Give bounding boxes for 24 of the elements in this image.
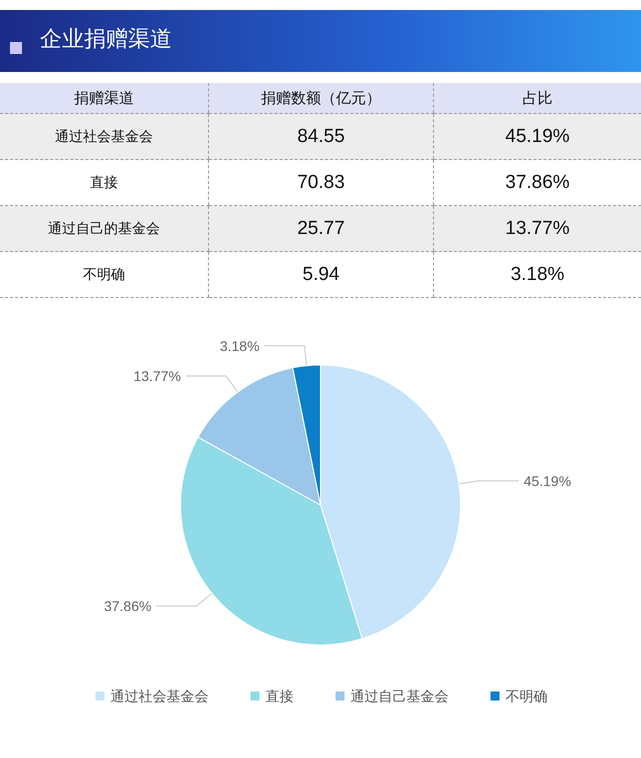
- text: 捐赠渠道: [0, 83, 208, 114]
- text: 占比: [434, 83, 641, 114]
- data-label: 13.77%: [133, 368, 181, 384]
- text: 37.86%: [505, 172, 570, 192]
- text: 3.18%: [510, 264, 564, 284]
- text: 84.55: [208, 114, 434, 160]
- text: 13.77%: [505, 218, 570, 238]
- legend-label: 通过社会基金会: [110, 688, 208, 704]
- data-label: 45.19%: [524, 472, 572, 489]
- text: 通过自己的基金会: [0, 206, 208, 252]
- text: 通过社会基金会: [0, 114, 208, 160]
- data-label: 3.18%: [220, 338, 260, 354]
- chart-title: 企业捐赠渠道: [40, 26, 172, 54]
- text: 45.19%: [505, 126, 570, 146]
- legend-label: 不明确: [506, 688, 548, 704]
- text: 5.94: [208, 252, 434, 298]
- data-label: 37.86%: [104, 598, 152, 614]
- text: 直接: [0, 160, 208, 206]
- legend-label: 直接: [266, 688, 294, 704]
- text: 70.83: [208, 160, 434, 206]
- text: 捐赠数额（亿元）: [208, 83, 434, 114]
- legend-label: 通过自己基金会: [350, 688, 448, 704]
- text: 25.77: [208, 206, 434, 252]
- text: 不明确: [0, 252, 208, 298]
